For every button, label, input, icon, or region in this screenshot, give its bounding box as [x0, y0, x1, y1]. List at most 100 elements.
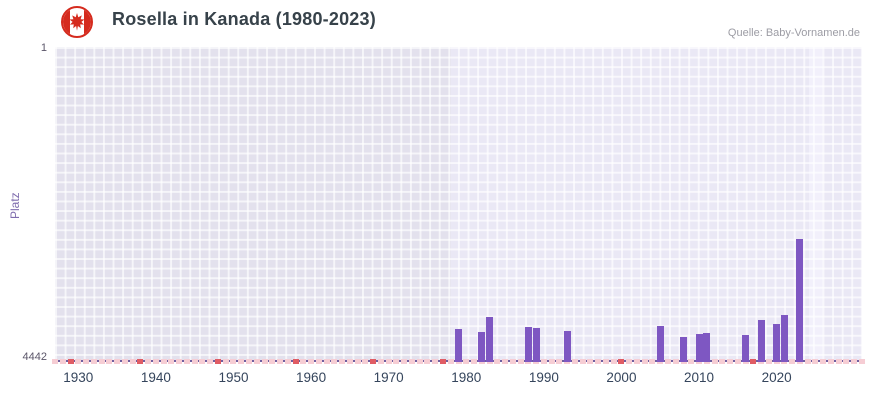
no-data-marker [502, 359, 509, 364]
no-data-marker [106, 359, 113, 364]
no-data-marker [121, 359, 128, 364]
no-data-marker [346, 359, 353, 364]
no-data-marker [408, 359, 415, 364]
no-data-marker [734, 359, 741, 364]
no-data-marker [191, 359, 198, 364]
no-data-marker [649, 359, 656, 364]
no-data-marker [595, 359, 602, 364]
no-data-marker [672, 359, 679, 364]
x-tick-label: 1970 [373, 370, 404, 385]
no-data-marker [401, 359, 408, 364]
no-data-marker [579, 359, 586, 364]
rank-bar[interactable] [695, 333, 703, 362]
no-data-marker [238, 359, 245, 364]
no-data-marker [641, 359, 648, 364]
no-data-marker [463, 359, 470, 364]
canada-flag-icon [61, 6, 93, 38]
x-tick-label: 1930 [63, 370, 94, 385]
no-data-marker [393, 359, 400, 364]
no-data-marker [540, 359, 547, 364]
no-data-marker [230, 359, 237, 364]
no-data-marker [424, 359, 431, 364]
no-data-marker [688, 359, 695, 364]
no-data-marker [176, 359, 183, 364]
no-data-marker [804, 359, 811, 364]
no-data-marker [665, 359, 671, 364]
no-data-marker [52, 359, 58, 364]
rank-bar[interactable] [757, 320, 765, 362]
rank-bar[interactable] [703, 333, 711, 362]
no-data-marker [269, 359, 276, 364]
no-data-marker [471, 359, 478, 364]
no-data-marker [145, 359, 152, 364]
x-tick-label: 1980 [451, 370, 482, 385]
no-data-marker-dark [370, 359, 377, 364]
no-data-marker [377, 359, 384, 364]
no-data-marker [114, 359, 121, 364]
rank-bar[interactable] [478, 332, 486, 362]
no-data-marker [851, 359, 858, 364]
no-data-marker [168, 359, 175, 364]
no-data-marker [711, 359, 718, 364]
no-data-marker [719, 359, 726, 364]
no-data-marker-dark [67, 359, 74, 364]
no-data-marker-dark [137, 359, 144, 364]
rank-bar[interactable] [656, 326, 664, 362]
no-data-marker [183, 359, 190, 364]
y-tick-bottom: 4442 [22, 351, 47, 363]
rank-bar[interactable] [796, 239, 804, 362]
no-data-marker [509, 359, 516, 364]
rank-bar[interactable] [742, 334, 750, 362]
no-data-marker [587, 359, 594, 364]
no-data-marker [571, 359, 578, 364]
no-data-marker [727, 359, 734, 364]
no-data-marker [633, 359, 640, 364]
x-axis-ticks: 1930 1940 1950 1960 1970 1980 1990 2000 2010 2020 [55, 370, 862, 390]
rank-bar[interactable] [524, 327, 532, 362]
no-data-marker [284, 359, 291, 364]
no-data-marker [517, 359, 524, 364]
rank-bar[interactable] [780, 315, 788, 362]
x-tick-label: 2010 [684, 370, 715, 385]
no-data-marker [207, 359, 214, 364]
no-data-marker [90, 359, 97, 364]
grid-lines [55, 47, 862, 362]
y-axis-title: Platz [8, 192, 22, 219]
no-data-marker [222, 359, 229, 364]
no-data-marker [277, 359, 284, 364]
no-data-marker [323, 359, 330, 364]
rank-bar[interactable] [773, 323, 781, 362]
no-data-marker [626, 359, 633, 364]
no-data-marker [843, 359, 850, 364]
no-data-marker [362, 359, 369, 364]
no-data-marker [354, 359, 361, 364]
no-data-marker [83, 359, 90, 364]
no-data-marker [447, 359, 454, 364]
no-data-marker [253, 359, 260, 364]
x-tick-label: 2020 [761, 370, 792, 385]
no-data-marker [59, 359, 66, 364]
x-tick-label: 1950 [218, 370, 249, 385]
rank-bar[interactable] [680, 337, 688, 362]
rank-bar[interactable] [455, 328, 462, 362]
no-data-marker-dark [292, 359, 299, 364]
y-tick-top: 1 [40, 42, 47, 54]
no-data-marker [820, 359, 827, 364]
rank-bar[interactable] [563, 331, 571, 362]
no-data-marker [602, 359, 609, 364]
rank-bar[interactable] [486, 317, 494, 362]
no-data-marker-dark [750, 359, 757, 364]
no-data-marker [494, 359, 501, 364]
rank-bar[interactable] [532, 328, 540, 362]
no-data-marker [315, 359, 322, 364]
no-data-marker [152, 359, 159, 364]
no-data-marker [245, 359, 252, 364]
no-data-marker [548, 359, 555, 364]
no-data-marker [331, 359, 338, 364]
no-data-marker [827, 359, 834, 364]
page-title: Rosella in Kanada (1980-2023) [112, 9, 376, 29]
no-data-marker-dark [214, 359, 221, 364]
no-data-marker [812, 359, 819, 364]
no-data-marker [432, 359, 439, 364]
